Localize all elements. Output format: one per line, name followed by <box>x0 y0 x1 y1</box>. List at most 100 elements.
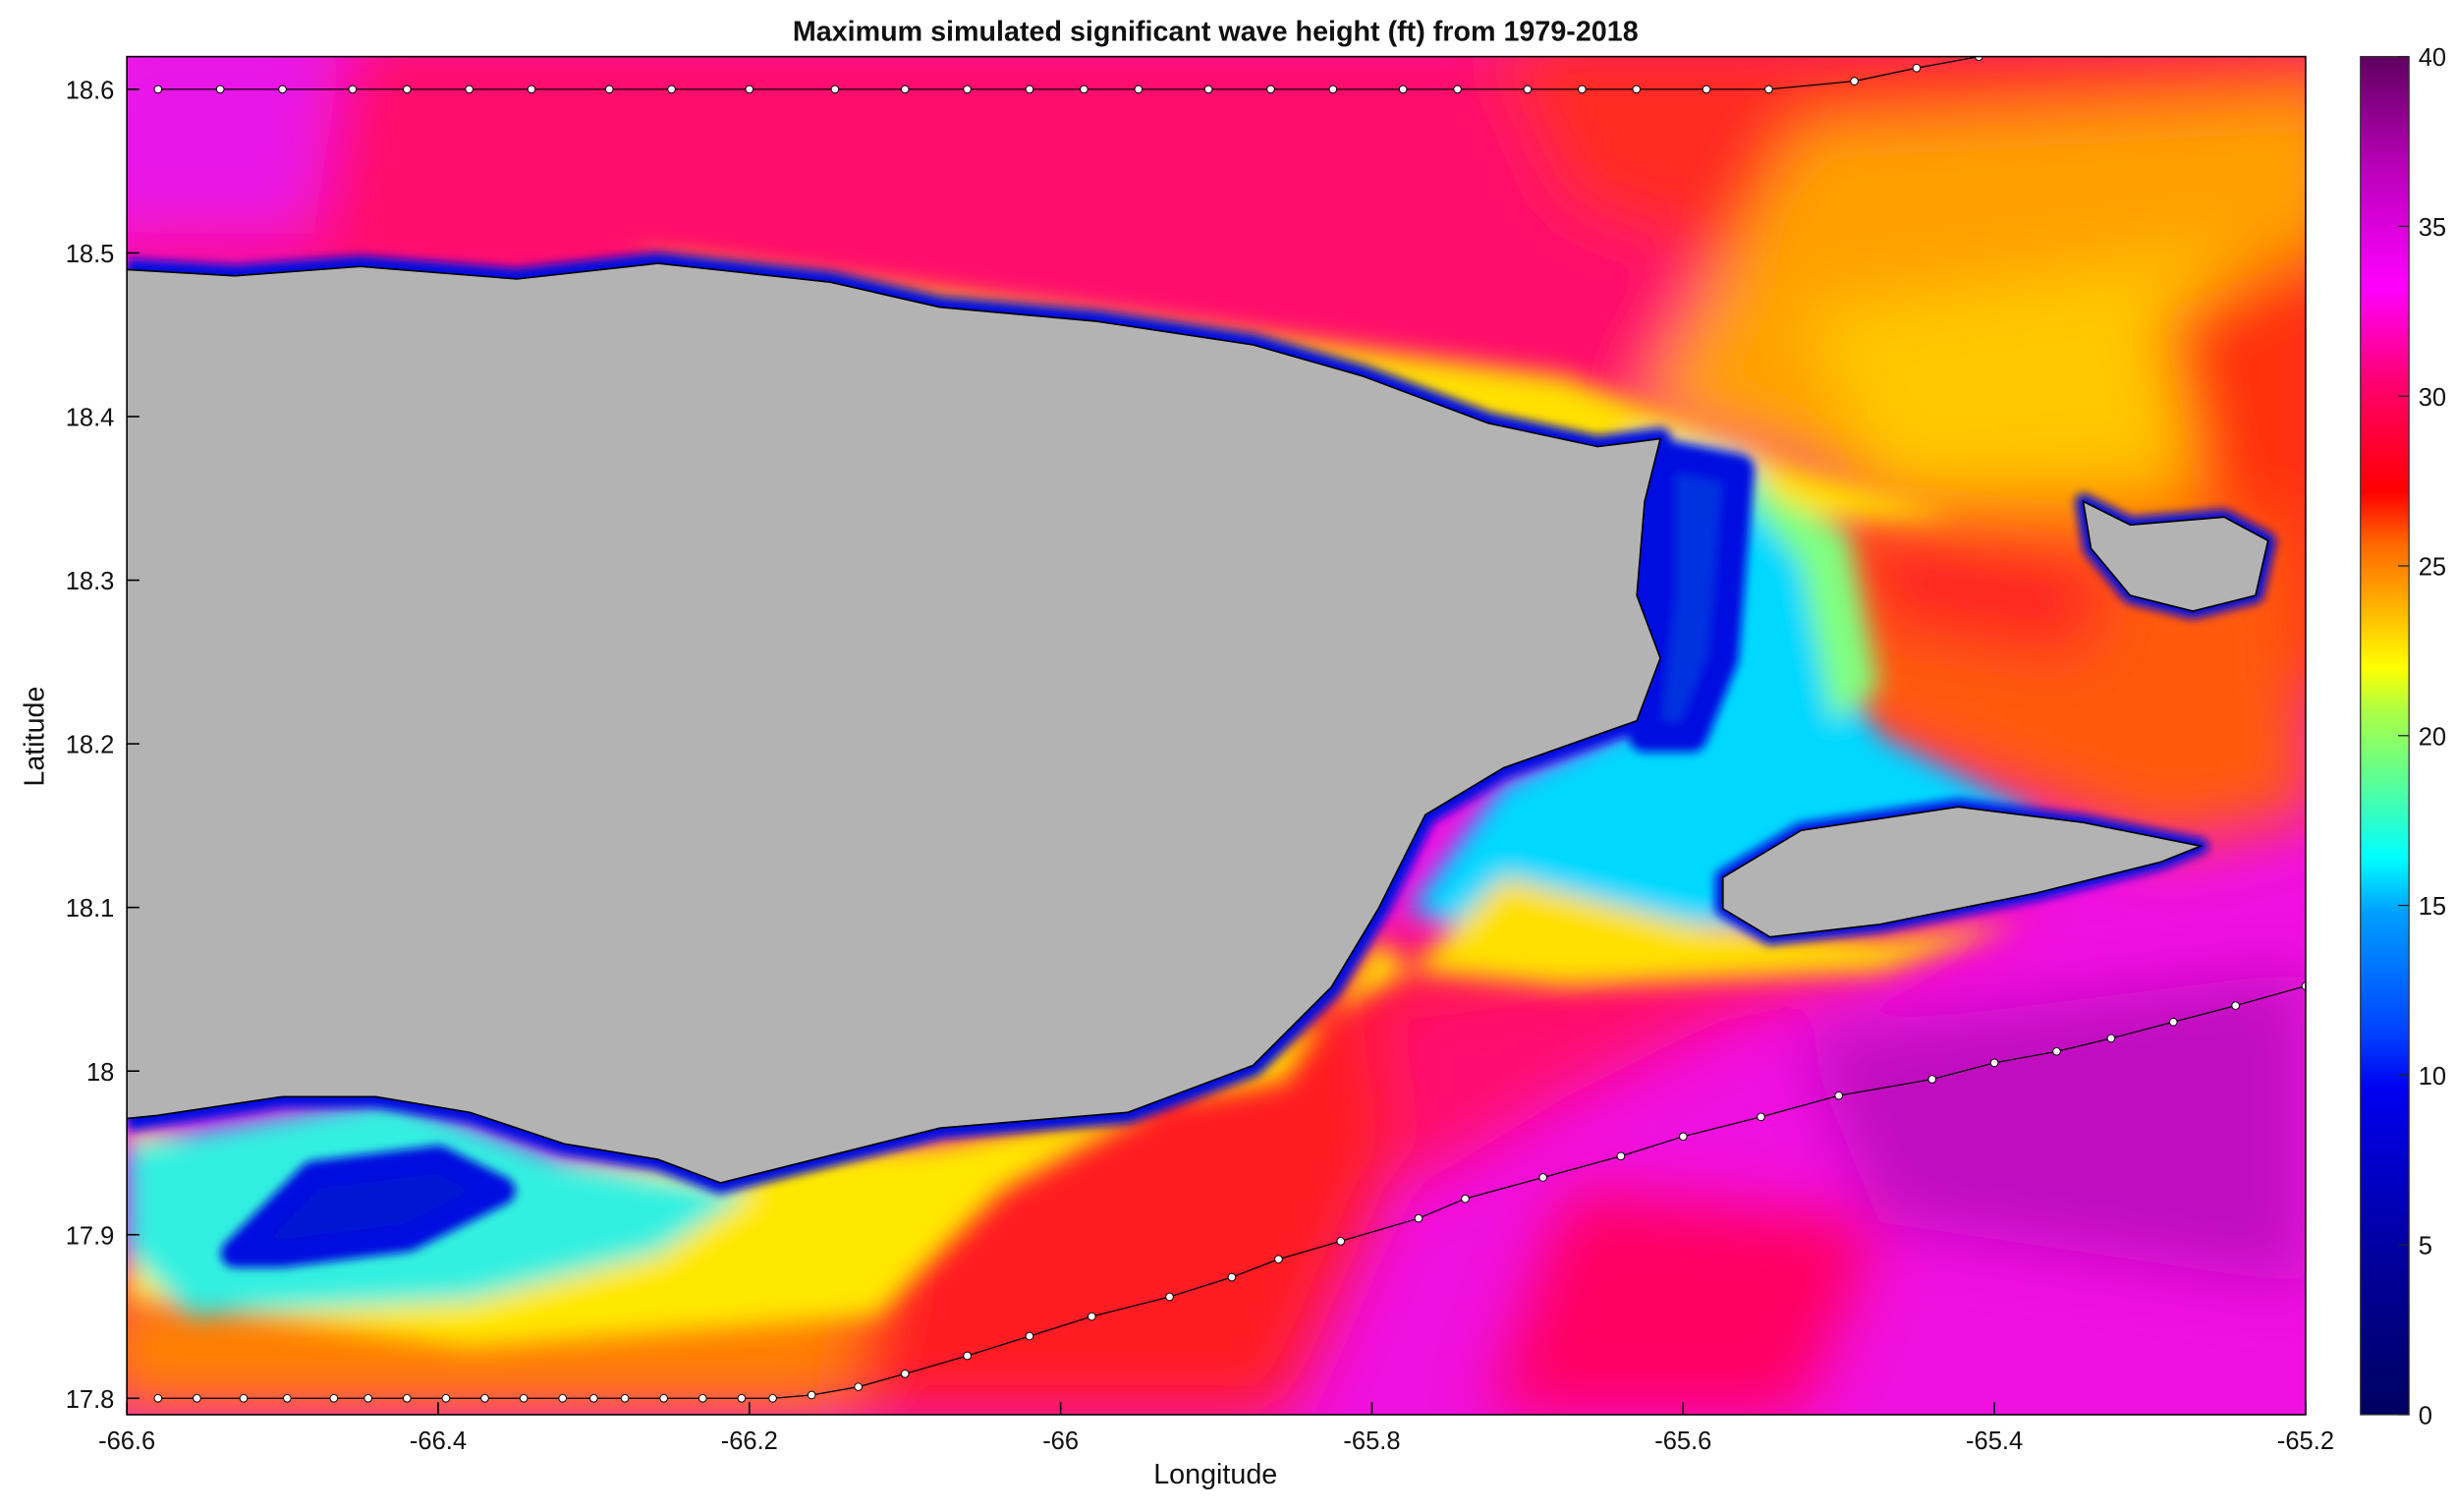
plot-frame <box>126 55 2307 1416</box>
y-tick-label: 18.5 <box>66 241 115 268</box>
colorbar-tick-label: 40 <box>2419 44 2446 72</box>
storm-track-point <box>363 1393 372 1403</box>
storm-track-point <box>465 84 474 94</box>
storm-track-point <box>1989 1058 1999 1068</box>
storm-track-point <box>402 1393 412 1403</box>
southern-swell-band <box>845 908 2037 1415</box>
storm-track-point <box>441 1393 451 1403</box>
storm-track-point <box>1336 1237 1346 1246</box>
storm-track-point <box>1025 1331 1034 1341</box>
storm-track-point <box>745 84 754 94</box>
y-tick-label: 17.9 <box>66 1222 115 1250</box>
storm-track-point <box>963 1351 972 1361</box>
storm-track-point <box>278 84 287 94</box>
colorbar-tick-label: 5 <box>2419 1233 2432 1260</box>
x-tick-label: -66.2 <box>721 1428 778 1455</box>
storm-track-point <box>153 84 163 94</box>
storm-track-point <box>900 1369 910 1378</box>
storm-track-point <box>768 1393 777 1403</box>
land-masses <box>127 262 2269 1184</box>
storm-track-point <box>215 84 225 94</box>
storm-track-point <box>2106 1034 2116 1043</box>
storm-track-point <box>1328 84 1338 94</box>
storm-track-point <box>1538 1173 1548 1182</box>
storm-track-point <box>402 84 412 94</box>
storm-track-point <box>1165 1292 1174 1302</box>
x-tick-label: -65.6 <box>1654 1428 1711 1455</box>
chart-title: Maximum simulated significant wave heigh… <box>793 17 1639 48</box>
storm-track-point <box>1453 84 1462 94</box>
storm-track-point <box>193 1393 201 1403</box>
x-tick-label: -65.8 <box>1343 1428 1400 1455</box>
storm-track-point <box>1088 1312 1096 1321</box>
storm-track-point <box>1764 84 1773 94</box>
map-plot-area <box>127 56 2306 1415</box>
storm-track-point <box>329 1393 339 1403</box>
storm-track-point <box>1974 56 1983 61</box>
y-tick-label: 18.2 <box>66 732 115 759</box>
storm-track-point <box>1398 84 1408 94</box>
colorbar-tick-label: 0 <box>2419 1403 2432 1430</box>
x-tick-label: -65.4 <box>1966 1428 2023 1455</box>
storm-track-point <box>1080 84 1088 94</box>
colorbar-tick-label: 35 <box>2419 214 2446 242</box>
storm-track-point <box>698 1393 707 1403</box>
storm-track-point <box>830 84 840 94</box>
storm-track-point <box>527 84 536 94</box>
storm-track-point <box>283 1393 292 1403</box>
colorbar-tick-label: 10 <box>2419 1063 2446 1091</box>
storm-track-point <box>1616 1151 1626 1161</box>
storm-track-point <box>1461 1194 1470 1204</box>
storm-track-point <box>153 1393 163 1403</box>
storm-tracks <box>153 56 2306 1403</box>
y-axis: 17.8 17.9 18 18.1 18.2 18.3 18.4 18.5 18.6 <box>66 77 140 1414</box>
storm-track-point <box>1834 1091 1844 1100</box>
y-tick-label: 18.4 <box>66 405 115 432</box>
y-tick-label: 18.6 <box>66 77 115 104</box>
x-axis: -66.6 -66.4 -66.2 -66 -65.8 -65.6 -65.4 -65.2 <box>98 1402 2334 1455</box>
y-tick-label: 18.1 <box>66 895 115 923</box>
y-tick-label: 17.8 <box>66 1386 115 1414</box>
culebra-land <box>2082 499 2269 612</box>
colorbar-tick-label: 20 <box>2419 723 2446 751</box>
storm-track-point <box>2168 1017 2178 1027</box>
y-tick-label: 18 <box>86 1059 114 1087</box>
storm-track-point <box>1266 84 1275 94</box>
storm-track-point <box>1912 63 1922 73</box>
storm-track-point <box>1632 84 1642 94</box>
storm-track-point <box>1927 1075 1937 1084</box>
storm-track-point <box>519 1393 529 1403</box>
storm-track-point <box>667 84 676 94</box>
y-axis-label: Latitude <box>20 687 51 787</box>
storm-track-point <box>239 1393 249 1403</box>
colorbar-gradient <box>2360 55 2410 1416</box>
x-tick-label: -65.2 <box>2277 1428 2334 1455</box>
x-tick-label: -66.4 <box>410 1428 467 1455</box>
storm-track-point <box>659 1393 668 1403</box>
storm-track-point <box>1414 1213 1423 1223</box>
storm-track-point <box>737 1393 747 1403</box>
storm-track-point <box>620 1393 630 1403</box>
puerto-rico-land <box>127 262 1662 1184</box>
storm-track-point <box>900 84 910 94</box>
storm-track-point <box>854 1382 863 1391</box>
storm-track-point <box>1134 84 1144 94</box>
colorbar-tick-label: 30 <box>2419 384 2446 412</box>
storm-track-point <box>348 84 358 94</box>
storm-track-point <box>2231 1001 2240 1010</box>
storm-track-point <box>558 1393 568 1403</box>
storm-track-point <box>480 1393 489 1403</box>
storm-track-point <box>1678 1132 1688 1142</box>
colorbar-tick-label: 15 <box>2419 893 2446 921</box>
storm-track-point <box>1523 84 1533 94</box>
storm-track-point <box>963 84 972 94</box>
x-tick-label: -66 <box>1042 1428 1079 1455</box>
x-tick-label: -66.6 <box>98 1428 155 1455</box>
storm-track-point <box>1850 77 1859 85</box>
y-tick-label: 18.3 <box>66 568 115 595</box>
storm-track-point <box>1203 84 1213 94</box>
x-axis-label: Longitude <box>1153 1459 1277 1490</box>
storm-track-point <box>2052 1046 2061 1056</box>
storm-track-point <box>1227 1272 1237 1282</box>
